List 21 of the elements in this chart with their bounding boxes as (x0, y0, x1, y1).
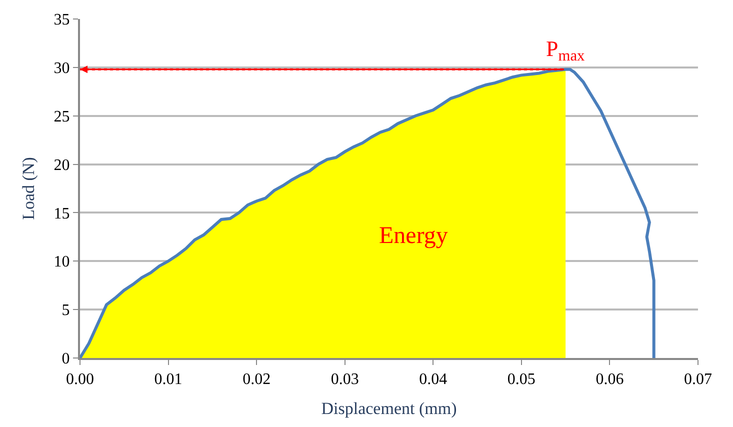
x-tick-label: 0.01 (154, 371, 182, 388)
annotation: Energy (379, 223, 448, 249)
x-tick-label: 0.06 (596, 371, 624, 388)
y-axis-title: Load (N) (18, 157, 38, 220)
x-tick-label: 0.05 (507, 371, 536, 388)
y-tick-label: 25 (54, 108, 70, 126)
y-tick-label: 5 (62, 302, 70, 320)
x-tick-label: 0.03 (330, 371, 359, 388)
y-tick-label: 10 (54, 254, 70, 271)
y-tick-label: 15 (54, 205, 70, 222)
line-series (80, 68, 656, 358)
y-tick-label: 0 (62, 350, 70, 368)
ref-line-label: P$_{max}$ (546, 36, 586, 65)
y-tick-label: 35 (54, 12, 70, 29)
x-axis-title: Displacement (mm) (321, 399, 457, 418)
x-tick-label: 0.00 (66, 371, 94, 388)
x-tick-label: 0.04 (419, 371, 448, 388)
x-tick-label: 0.07 (684, 371, 712, 388)
x-tick-label: 0.02 (242, 371, 271, 388)
y-tick-label: 20 (54, 156, 70, 174)
y-tick-label: 30 (54, 60, 70, 78)
